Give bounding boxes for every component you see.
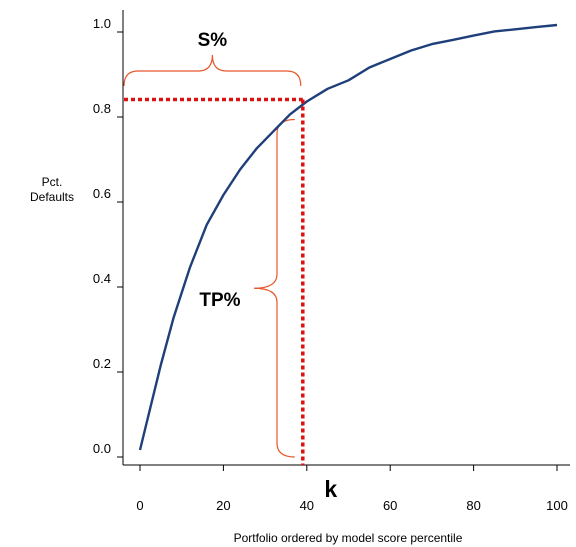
x-tick-label: 60	[383, 498, 397, 513]
x-tick-label: 40	[300, 498, 314, 513]
series-layer	[138, 23, 558, 451]
labels-layer: S% TP% k	[198, 30, 338, 502]
x-tick-label: 80	[466, 498, 480, 513]
cumulative-defaults-line	[138, 23, 558, 451]
x-tick-label: 100	[546, 498, 568, 513]
s-brace	[123, 54, 302, 87]
axes: 0.0 0.2 0.4 0.6 0.8 1.0 0 20 40 60 80 100 Portfolio …	[30, 10, 570, 545]
k-label: k	[324, 476, 337, 502]
y-tick-label: 0.0	[93, 441, 111, 456]
y-axis-label: Pct. Defaults	[30, 175, 74, 204]
y-axis-label-line: Pct.	[42, 175, 63, 189]
y-tick-label: 0.2	[93, 356, 111, 371]
s-percent-label: S%	[198, 30, 228, 51]
x-tick-label: 0	[136, 498, 143, 513]
y-tick-label: 0.4	[93, 271, 111, 286]
tp-percent-label: TP%	[199, 290, 240, 311]
y-tick-label: 0.6	[93, 186, 111, 201]
y-tick-label: 1.0	[93, 16, 111, 31]
tp-brace	[253, 118, 295, 458]
y-axis-label-line: Defaults	[30, 190, 74, 204]
x-tick-label: 20	[216, 498, 230, 513]
y-tick-label: 0.8	[93, 101, 111, 116]
cutoff-lines	[124, 97, 305, 465]
braces	[123, 54, 302, 458]
x-axis-label: Portfolio ordered by model score percent…	[234, 531, 463, 545]
